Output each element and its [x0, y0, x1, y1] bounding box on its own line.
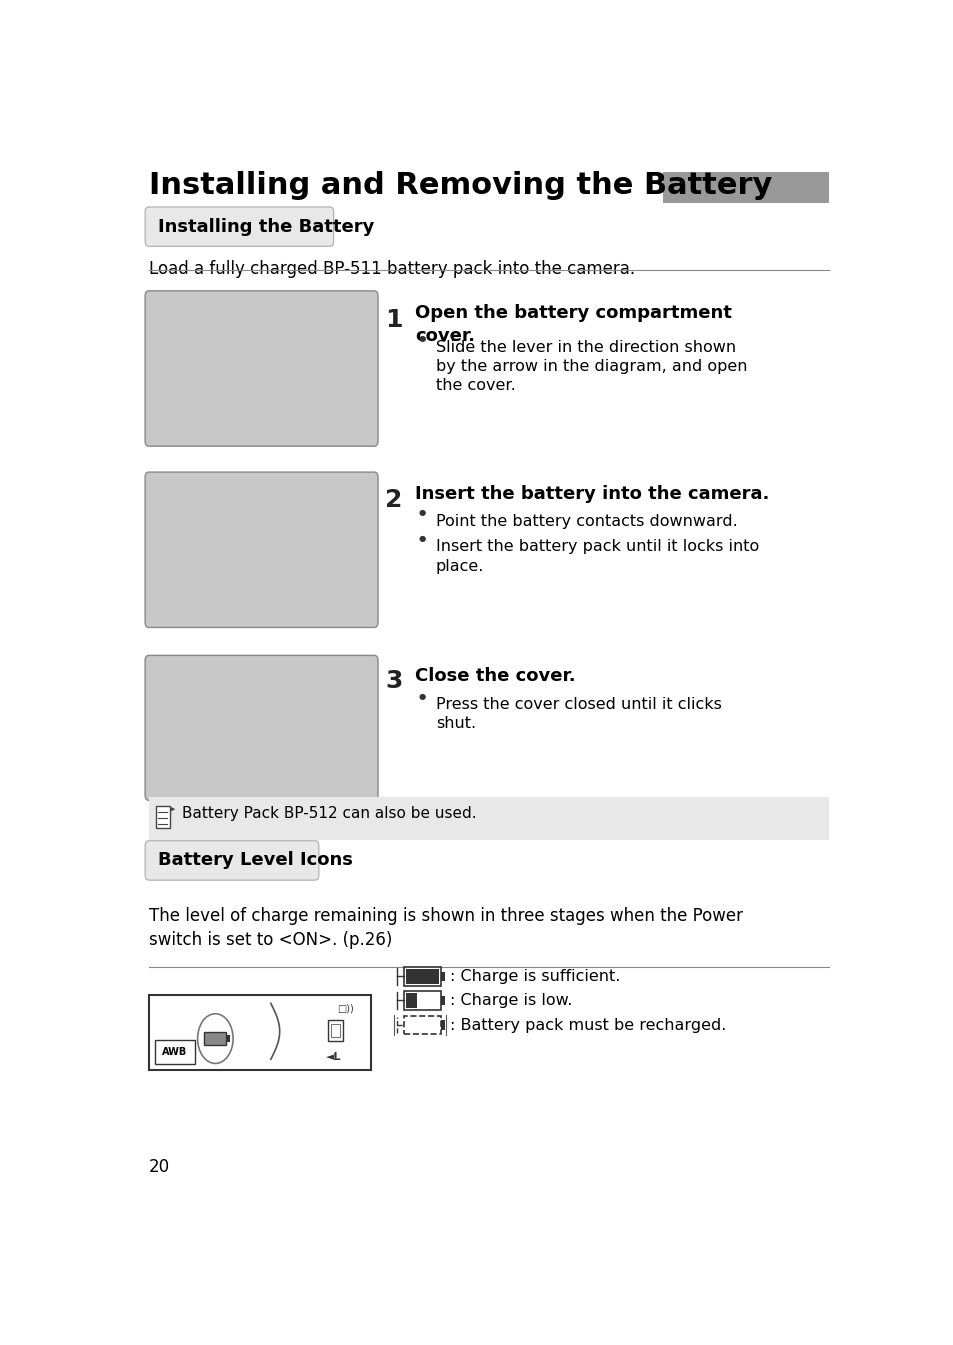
Text: Open the battery compartment
cover.: Open the battery compartment cover.: [415, 304, 731, 344]
FancyBboxPatch shape: [145, 655, 377, 800]
Text: Slide the lever in the direction shown
by the arrow in the diagram, and open
the: Slide the lever in the direction shown b…: [436, 339, 746, 393]
Text: □)): □)): [337, 1003, 354, 1013]
Text: 2: 2: [385, 488, 402, 511]
Text: Insert the battery into the camera.: Insert the battery into the camera.: [415, 484, 768, 503]
Bar: [440, 1021, 444, 1030]
Text: : Charge is low.: : Charge is low.: [449, 993, 572, 1007]
Text: Press the cover closed until it clicks
shut.: Press the cover closed until it clicks s…: [436, 697, 720, 732]
Bar: [403, 967, 440, 986]
Text: Close the cover.: Close the cover.: [415, 667, 575, 685]
Bar: [440, 995, 444, 1005]
Bar: [156, 806, 170, 829]
FancyBboxPatch shape: [145, 291, 377, 447]
Text: Load a fully charged BP-511 battery pack into the camera.: Load a fully charged BP-511 battery pack…: [149, 260, 635, 278]
Text: Battery Level Icons: Battery Level Icons: [158, 851, 353, 869]
Text: 3: 3: [385, 668, 402, 693]
Bar: [226, 1036, 230, 1042]
Text: : Charge is sufficient.: : Charge is sufficient.: [449, 968, 619, 985]
Bar: [331, 1024, 339, 1037]
Bar: [328, 1020, 342, 1041]
Text: ●: ●: [418, 335, 425, 343]
Text: : Battery pack must be recharged.: : Battery pack must be recharged.: [449, 1018, 725, 1033]
Text: Installing the Battery: Installing the Battery: [158, 218, 375, 235]
Text: ▶: ▶: [170, 807, 174, 812]
Bar: [403, 1015, 440, 1034]
Text: 1: 1: [385, 308, 402, 332]
Text: ●: ●: [418, 691, 425, 701]
Bar: [403, 991, 440, 1010]
FancyBboxPatch shape: [145, 472, 377, 628]
Text: AWB: AWB: [162, 1046, 188, 1057]
Bar: [149, 995, 370, 1069]
Text: Point the battery contacts downward.: Point the battery contacts downward.: [436, 514, 737, 529]
Text: The level of charge remaining is shown in three stages when the Power
switch is : The level of charge remaining is shown i…: [149, 907, 742, 948]
Text: ◄L: ◄L: [326, 1052, 341, 1063]
Text: 20: 20: [149, 1158, 170, 1177]
Text: ●: ●: [418, 534, 425, 543]
Text: Installing and Removing the Battery: Installing and Removing the Battery: [149, 171, 771, 199]
Bar: [154, 1040, 195, 1064]
Bar: [405, 970, 438, 983]
Bar: [405, 993, 417, 1007]
FancyBboxPatch shape: [145, 841, 318, 880]
FancyBboxPatch shape: [145, 207, 334, 246]
Text: ●: ●: [418, 508, 425, 518]
Bar: [440, 972, 444, 981]
Bar: [662, 172, 828, 203]
Text: Battery Pack BP-512 can also be used.: Battery Pack BP-512 can also be used.: [182, 806, 476, 820]
Text: Insert the battery pack until it locks into
place.: Insert the battery pack until it locks i…: [436, 539, 759, 573]
Bar: [149, 798, 828, 839]
Bar: [204, 1032, 226, 1045]
